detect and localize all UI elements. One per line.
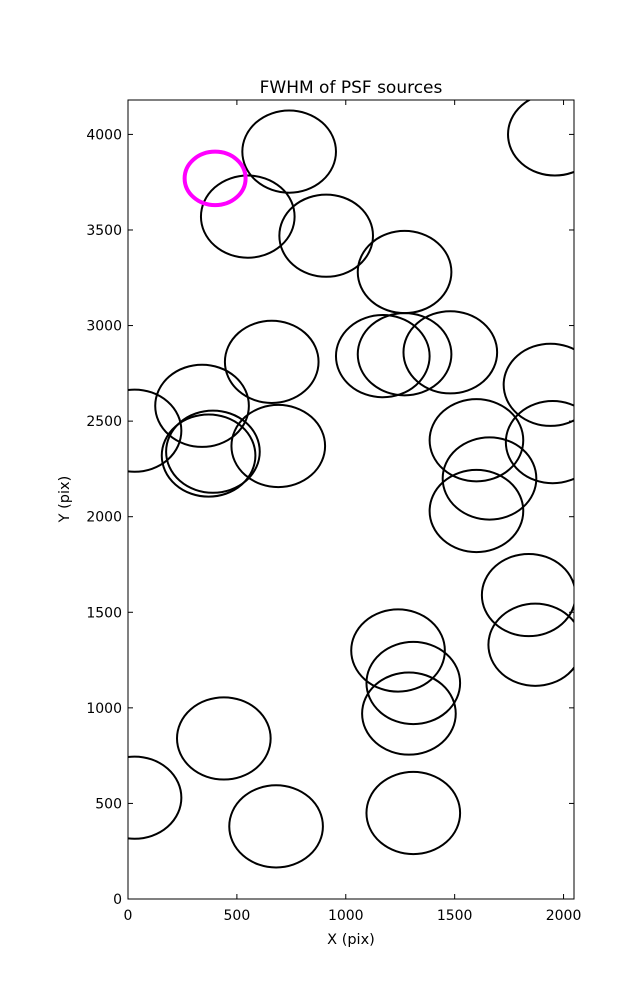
x-axis-title: X (pix) (327, 932, 375, 948)
data-marker-26 (228, 784, 324, 869)
plot-frame (127, 99, 575, 900)
data-marker-3 (356, 229, 453, 315)
x-tick-label-4: 2000 (546, 908, 582, 924)
y-tick-label-6: 3000 (86, 319, 122, 335)
data-marker-1 (199, 174, 296, 259)
y-tick-label-0: 0 (113, 892, 122, 908)
x-tick-label-0: 0 (124, 908, 133, 924)
data-marker-10 (154, 363, 250, 448)
data-marker-19 (480, 552, 574, 638)
y-tick-label-3: 1500 (86, 605, 122, 621)
data-marker-13 (160, 413, 257, 498)
data-marker-5 (223, 319, 320, 404)
data-marker-2 (278, 193, 374, 278)
data-marker-7 (356, 312, 453, 397)
x-axis: 0 500 1000 1500 2000 (124, 100, 582, 924)
data-marker-11 (128, 388, 183, 473)
highlight-marker-0 (182, 149, 248, 208)
data-marker-27 (365, 770, 462, 856)
data-marker-12 (230, 403, 327, 489)
y-tick-label-5: 2500 (86, 414, 122, 430)
data-marker-25 (128, 755, 183, 840)
x-tick-label-3: 1500 (437, 908, 473, 924)
data-marker-9 (502, 342, 574, 427)
data-marker-17 (441, 436, 538, 521)
y-tick-label-7: 3500 (86, 223, 122, 239)
data-marker-24 (175, 696, 272, 781)
data-marker-16 (504, 400, 574, 485)
data-marker-0 (241, 109, 337, 194)
data-marker-23 (361, 671, 457, 756)
x-tick-label-2: 1000 (328, 908, 364, 924)
y-axis: 0 500 1000 1500 2000 2500 3000 3500 4000 (86, 127, 574, 908)
data-marker-4 (507, 100, 574, 177)
markers (128, 100, 574, 869)
data-marker-6 (334, 314, 431, 399)
y-tick-label-1: 500 (95, 796, 122, 812)
data-marker-14 (165, 409, 261, 494)
y-axis-title: Y (pix) (57, 476, 73, 524)
y-tick-label-2: 1000 (86, 701, 122, 717)
y-tick-label-8: 4000 (86, 127, 122, 143)
y-tick-label-4: 2000 (86, 510, 122, 526)
chart-title: FWHM of PSF sources (260, 78, 443, 98)
x-tick-label-1: 500 (224, 908, 251, 924)
data-marker-8 (402, 310, 499, 395)
data-marker-20 (487, 602, 574, 687)
data-marker-18 (428, 468, 525, 554)
data-marker-15 (428, 398, 525, 483)
data-marker-22 (365, 640, 462, 726)
data-marker-21 (350, 608, 446, 693)
